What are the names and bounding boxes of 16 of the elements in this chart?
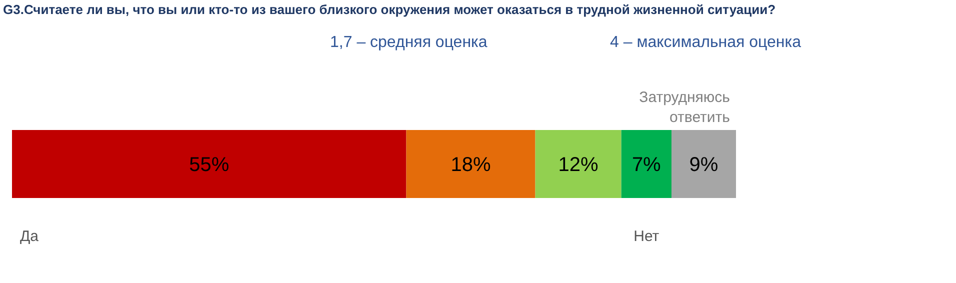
bar bbox=[12, 130, 406, 198]
text: Затрудняюсь ответить bbox=[639, 89, 730, 126]
data-label: 18% bbox=[450, 154, 492, 176]
text: 4 – максимальная оценка bbox=[610, 34, 802, 51]
text: 1,7 – средняя оценка bbox=[330, 34, 488, 51]
data-label: 12% bbox=[558, 154, 599, 176]
data-label: 9% bbox=[689, 154, 718, 176]
bar bbox=[621, 130, 672, 198]
chart-title: G3.Считаете ли вы, что вы или кто-то из вашего близкого окружения может оказаться в трудной жизненной ситуации? bbox=[3, 2, 776, 17]
bar bbox=[535, 130, 622, 198]
data-label: 55% bbox=[189, 154, 230, 176]
text: Да bbox=[20, 228, 40, 245]
bar bbox=[671, 130, 736, 198]
text: Нет bbox=[634, 228, 660, 245]
data-label: 7% bbox=[632, 154, 662, 176]
bar bbox=[406, 130, 536, 198]
